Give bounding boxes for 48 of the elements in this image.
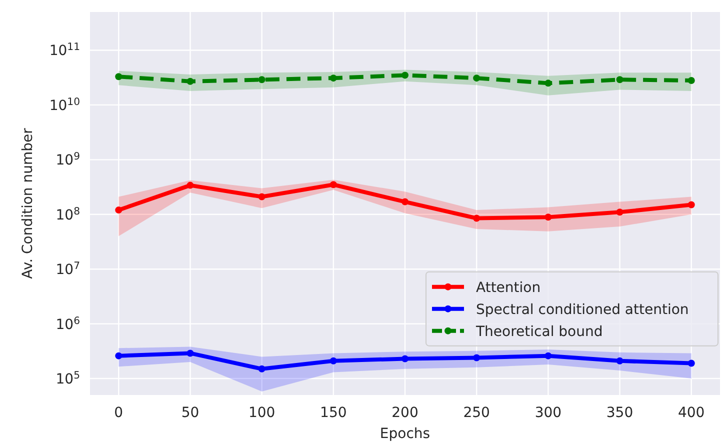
x-tick-label: 150 [320, 405, 347, 421]
point [473, 354, 480, 362]
x-axis-title: Epochs [380, 426, 430, 442]
point [186, 350, 194, 357]
y-tick-label: 10$^{11}$ [49, 42, 80, 60]
point [115, 352, 122, 360]
x-tick-label: 100 [248, 405, 276, 421]
point [544, 214, 552, 221]
point [402, 198, 408, 206]
point [115, 73, 122, 80]
point [330, 357, 337, 364]
y-axis-title: Av. Condition number [20, 128, 36, 279]
point [186, 78, 194, 85]
point [402, 72, 408, 79]
point [258, 365, 266, 372]
point [186, 182, 194, 189]
x-tick-label: 50 [181, 405, 200, 421]
x-tick-label: 400 [678, 405, 705, 421]
point [688, 360, 695, 367]
x-tick-label: 350 [606, 405, 634, 421]
point [473, 214, 480, 222]
point [473, 74, 480, 82]
point [258, 76, 266, 84]
y-tick-label: 10$^{9}$ [56, 151, 80, 169]
point [544, 80, 552, 87]
point [616, 76, 624, 84]
y-tick-label: 10$^{5}$ [56, 370, 80, 388]
point [544, 352, 552, 360]
x-tick-label: 250 [463, 405, 490, 421]
x-tick-label: 0 [114, 405, 124, 421]
point [616, 357, 624, 364]
point [688, 76, 695, 84]
y-tick-label: 10$^{6}$ [56, 315, 80, 333]
y-tick-label: 10$^{10}$ [49, 96, 80, 114]
point [616, 208, 624, 216]
point [258, 193, 266, 200]
legend-label: Spectral conditioned attention [476, 302, 689, 318]
point [330, 181, 337, 188]
legend-label: Attention [476, 280, 541, 296]
y-tick-label: 10$^{8}$ [56, 206, 80, 224]
point [115, 206, 122, 214]
x-tick-label: 300 [534, 405, 562, 421]
point [330, 74, 337, 82]
point [402, 355, 408, 362]
legend-label: Theoretical bound [475, 324, 603, 340]
point [688, 201, 695, 208]
y-tick-label: 10$^{7}$ [56, 260, 80, 278]
x-tick-label: 200 [392, 405, 418, 421]
